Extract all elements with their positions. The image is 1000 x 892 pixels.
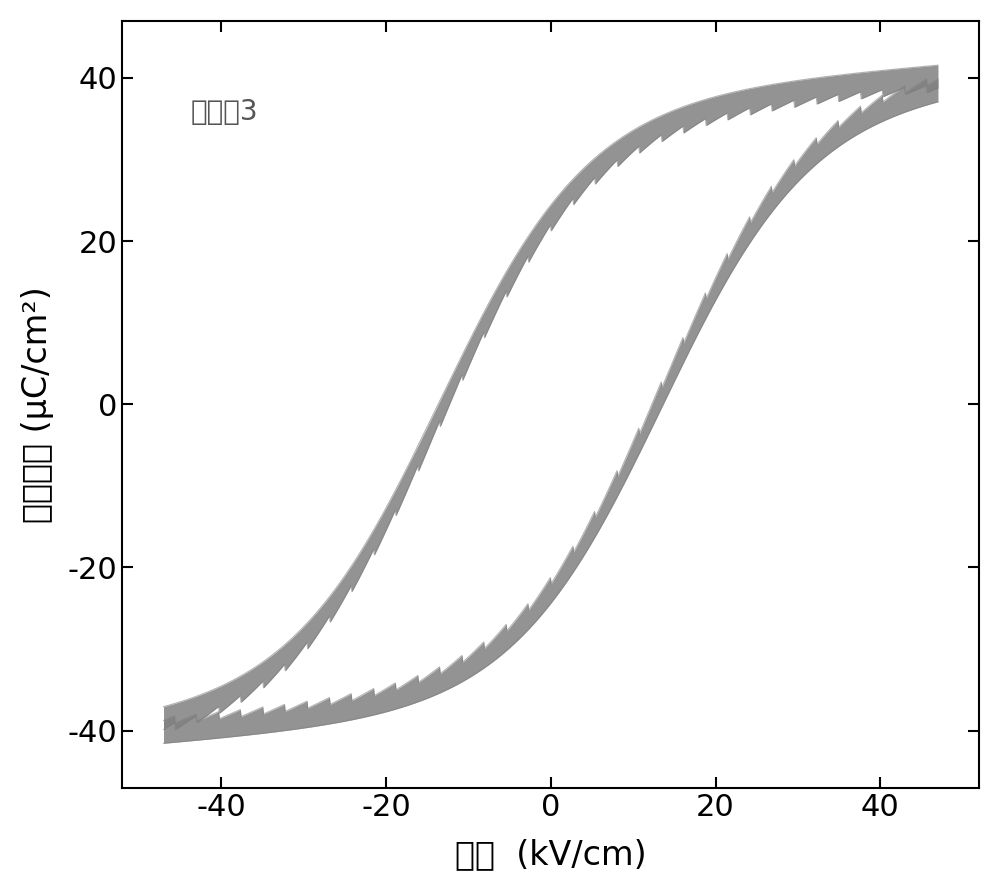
Text: 实施例3: 实施例3 [191,97,259,126]
X-axis label: 电场  (kV/cm): 电场 (kV/cm) [455,838,647,871]
Y-axis label: 极化强度 (μC/cm²): 极化强度 (μC/cm²) [21,285,54,523]
